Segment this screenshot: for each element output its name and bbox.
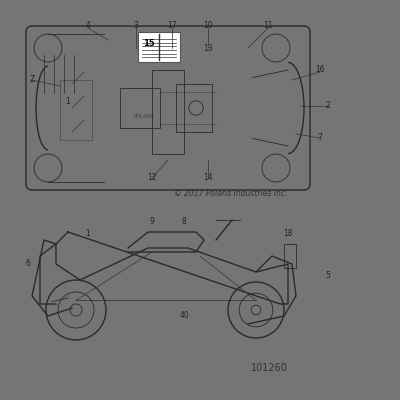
Text: © 2017 Polaris Industries Inc.: © 2017 Polaris Industries Inc. [174, 190, 288, 198]
Text: POLARIS: POLARIS [134, 114, 154, 118]
Text: 2: 2 [326, 102, 330, 110]
Text: 101260: 101260 [251, 363, 288, 373]
Text: Z: Z [29, 76, 35, 84]
Bar [60, 80, 92, 140]
Text: 15: 15 [143, 39, 154, 48]
Bar [176, 84, 212, 132]
Bar [152, 70, 184, 154]
Text: 40: 40 [179, 312, 189, 320]
Bar [284, 244, 296, 268]
Bar [138, 32, 180, 62]
Text: 1: 1 [66, 98, 70, 106]
Text: 9: 9 [150, 218, 154, 226]
Text: 18: 18 [283, 230, 293, 238]
Bar [120, 88, 160, 128]
Text: 12: 12 [147, 174, 157, 182]
Text: 7: 7 [318, 134, 322, 142]
Text: 13: 13 [203, 44, 213, 53]
Text: 3: 3 [134, 22, 138, 30]
Text: 4: 4 [86, 22, 90, 30]
Text: 14: 14 [203, 174, 213, 182]
Text: 8: 8 [182, 218, 186, 226]
Text: 16: 16 [315, 66, 325, 74]
Text: 11: 11 [263, 22, 273, 30]
Text: 17: 17 [167, 22, 177, 30]
Text: 6: 6 [26, 260, 30, 268]
Text: 1: 1 [86, 230, 90, 238]
Text: 10: 10 [203, 22, 213, 30]
Text: 5: 5 [326, 272, 330, 280]
